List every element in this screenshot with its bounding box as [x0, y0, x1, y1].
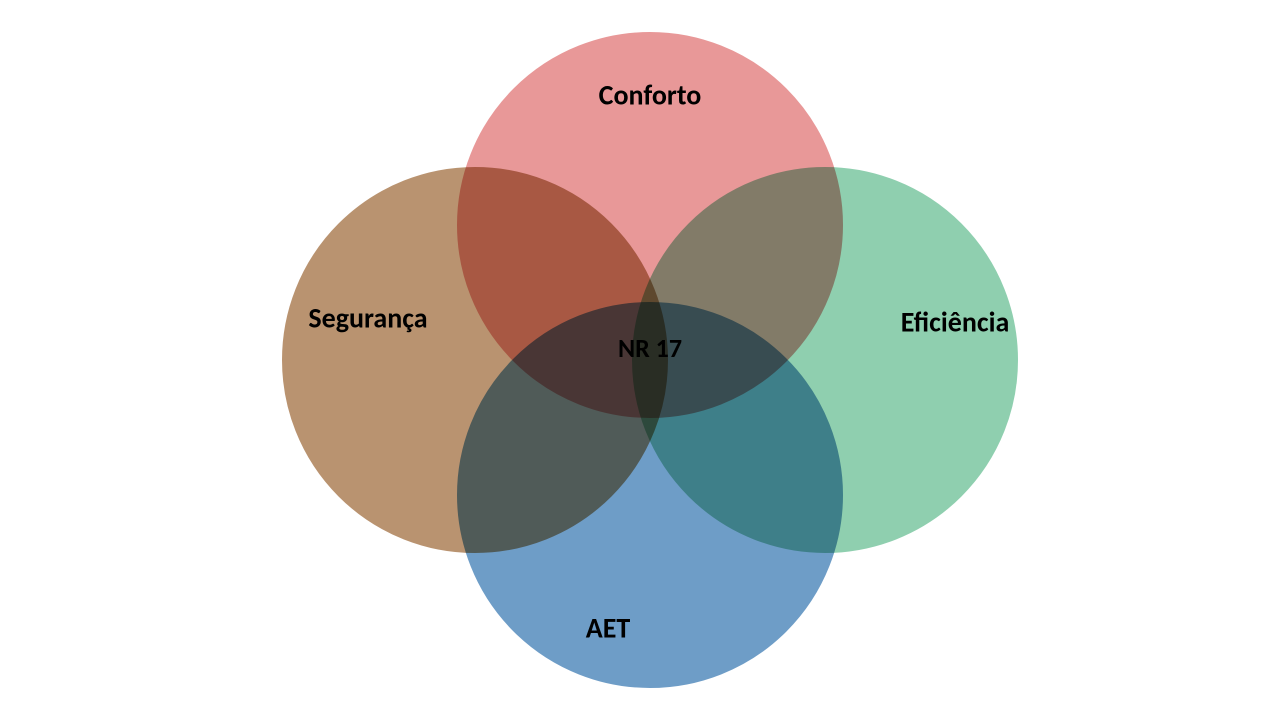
label-center: NR 17	[618, 332, 682, 364]
label-conforto: Conforto	[599, 78, 702, 113]
label-eficiencia: Eficiência	[901, 305, 1010, 340]
venn-diagram: Conforto Segurança Eficiência AET NR 17	[0, 0, 1280, 720]
label-aet: AET	[586, 611, 631, 646]
label-seguranca: Segurança	[308, 301, 427, 336]
